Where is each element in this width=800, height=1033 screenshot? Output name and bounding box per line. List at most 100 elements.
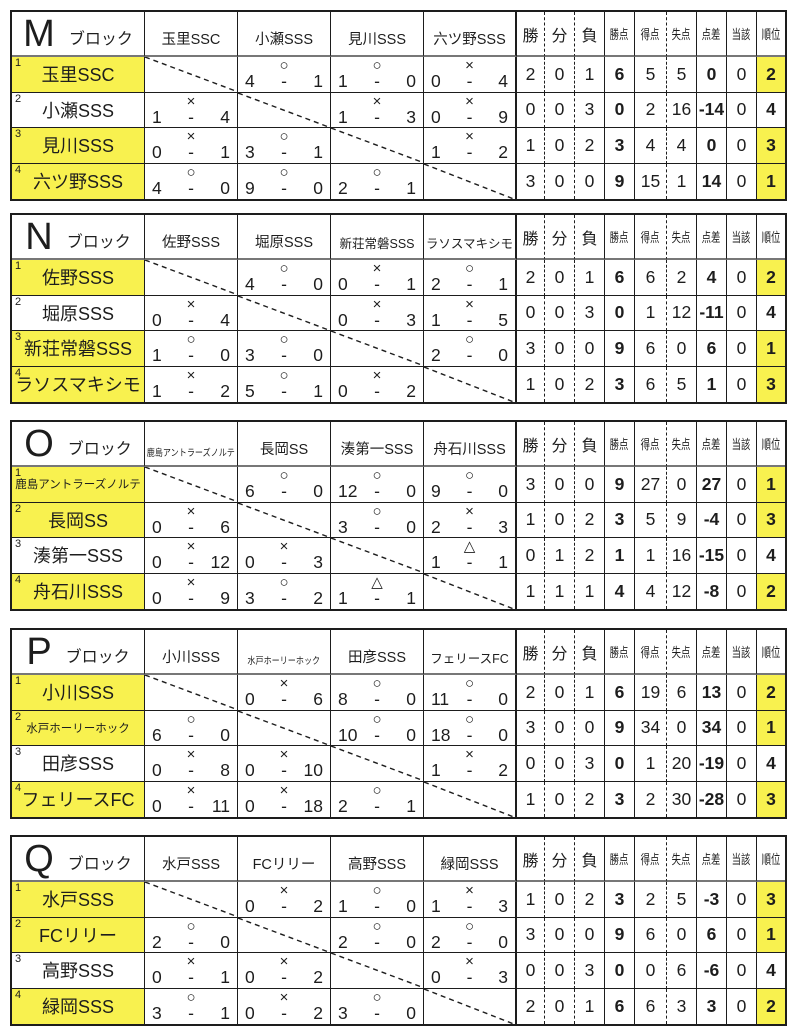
score-dash: - [374, 71, 380, 91]
stat-l: 2 [575, 366, 605, 402]
score-line: 0 - 2 [338, 382, 416, 400]
team-cell: 3 新荘常磐SSS [12, 331, 145, 367]
match-cell: × 1 - 2 [424, 128, 517, 164]
score-dash: - [281, 689, 287, 709]
rank-value: 3 [766, 888, 776, 909]
score-right: 0 [220, 178, 230, 198]
score-left: 0 [152, 760, 162, 780]
stat-l: 2 [575, 781, 605, 817]
result-symbol: ○ [372, 57, 382, 74]
score-right: 9 [220, 588, 230, 608]
score-line: 0 - 2 [245, 897, 323, 915]
stat-value: 0 [554, 959, 565, 980]
score-dash: - [281, 481, 287, 501]
stat-d: 0 [545, 366, 575, 402]
result-symbol: × [279, 675, 289, 692]
stat-value: 3 [584, 959, 595, 980]
score-dash: - [374, 896, 380, 916]
team-cell: 2 長岡SS [12, 502, 145, 538]
result-symbol: ○ [372, 781, 382, 799]
rank-value: 3 [766, 373, 776, 394]
stat-header-label: 当該 [732, 437, 751, 452]
match-cell: × 0 - 1 [145, 128, 238, 164]
score-left: 3 [245, 345, 255, 365]
score-line: 18- 0 [431, 724, 508, 745]
stat-value: 5 [676, 373, 687, 394]
stat-d: 0 [545, 163, 575, 199]
opponent-name: 見川SSS [347, 32, 406, 48]
stat-pts: 4 [605, 573, 635, 609]
stat-ga: 1 [667, 163, 697, 199]
result-symbol: × [465, 92, 474, 110]
match-cell: × 1 - 5 [424, 295, 517, 331]
stat-value: 3 [525, 170, 536, 191]
diagonal-line-icon [145, 675, 237, 710]
result-symbol: × [465, 502, 474, 520]
stat-value: 2 [584, 509, 595, 530]
stat-header-label: 勝点 [610, 230, 629, 245]
stat-value: 3 [614, 509, 625, 530]
score-line: 6 - 0 [245, 481, 323, 501]
stat-pts: 3 [605, 882, 635, 918]
score-dash: - [466, 142, 473, 162]
score-right: 3 [498, 967, 508, 987]
team-cell: 4 フェリースFC [12, 781, 145, 817]
rank-value: 2 [766, 266, 776, 287]
score-dash: - [466, 724, 473, 745]
score-line: 9 - 0 [245, 179, 323, 197]
stat-l: 0 [575, 163, 605, 199]
score-line: 3 - 0 [338, 518, 416, 536]
stat-header-gf: 得点 [635, 630, 667, 675]
score-right: 8 [220, 760, 230, 780]
stat-d: 1 [545, 573, 575, 609]
stat-w: 2 [517, 57, 545, 93]
score-left: 0 [152, 142, 162, 162]
stat-l: 0 [575, 331, 605, 367]
score-left: 0 [152, 516, 162, 537]
score-line: 0 - 9 [152, 588, 230, 608]
score-line: 3 - 0 [338, 1004, 416, 1022]
match-cell: ○ 4 - 0 [145, 163, 238, 199]
score-left: 1 [338, 106, 348, 127]
stat-d: 0 [545, 882, 575, 918]
self-match-cell [424, 781, 517, 817]
score-dash: - [188, 142, 194, 162]
score-line: 2 - 1 [338, 179, 416, 197]
stat-w: 0 [517, 538, 545, 574]
result-symbol: ○ [279, 467, 289, 484]
rank-value: 3 [766, 509, 776, 530]
score-right: 4 [220, 309, 230, 330]
stat-header-label: 分 [551, 852, 568, 870]
self-match-cell [145, 882, 238, 918]
stat-value: 0 [736, 717, 747, 738]
stat-l: 1 [575, 573, 605, 609]
stat-gd: 13 [697, 675, 727, 711]
stat-value: 3 [584, 99, 595, 120]
result-symbol: △ [371, 573, 383, 591]
stat-header-pts: 勝点 [605, 630, 635, 675]
team-name: 長岡SS [47, 510, 108, 531]
score-dash: - [466, 896, 473, 916]
stat-value: 16 [671, 99, 692, 120]
block-title-cell: N ブロック [12, 215, 145, 260]
result-symbol: × [186, 781, 196, 799]
stat-h2h: 0 [727, 573, 757, 609]
stat-value: 30 [671, 788, 692, 809]
stat-value: 1 [614, 544, 625, 565]
stat-gd: -3 [697, 882, 727, 918]
stat-header-h2h: 当該 [727, 630, 757, 675]
opponent-name: 舟石川SSS [433, 442, 506, 458]
match-cell: × 1 - 2 [424, 746, 517, 782]
stat-value: 0 [736, 681, 747, 702]
team-number: 4 [15, 988, 22, 1001]
stat-header-label: 順位 [761, 645, 781, 660]
stat-value: 0 [736, 266, 747, 287]
match-cell: ○ 8 - 0 [331, 675, 424, 711]
score-left: 11 [431, 689, 450, 709]
rank-cell: 2 [757, 988, 785, 1024]
stat-value: 0 [736, 337, 747, 358]
result-symbol: ○ [279, 57, 289, 74]
team-cell: 3 見川SSS [12, 128, 145, 164]
opponent-name: 湊第一SSS [340, 442, 414, 458]
result-symbol: ○ [186, 917, 196, 935]
